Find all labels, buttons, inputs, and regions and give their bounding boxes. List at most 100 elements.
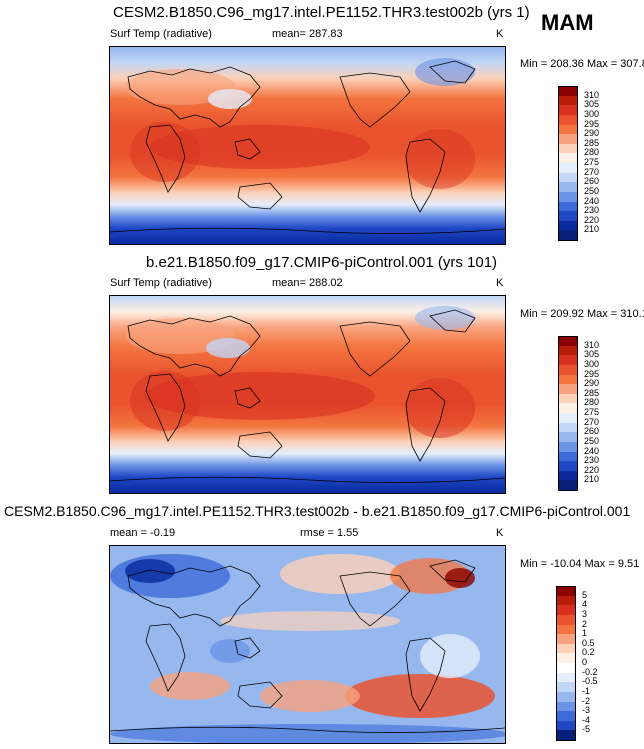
colorbar-swatch [558, 86, 578, 97]
colorbar-tick-label: 250 [584, 185, 600, 196]
colorbar-swatch [558, 143, 578, 154]
colorbar-swatch [558, 182, 578, 193]
colorbar-swatch [558, 172, 578, 183]
colorbar-swatch [558, 384, 578, 395]
colorbar-tick-label: -2 [582, 695, 591, 706]
colorbar-swatch [556, 682, 576, 693]
panel-3-minmax-label: Min = -10.04 Max = 9.51 [520, 558, 640, 570]
colorbar-swatch [556, 672, 576, 683]
colorbar-swatch [558, 163, 578, 174]
colorbar-tick-label: 3 [582, 608, 588, 619]
colorbar-swatch [556, 653, 576, 664]
panel-3-units-label: K [496, 527, 504, 539]
colorbar-tick-label: 260 [584, 176, 600, 187]
colorbar-swatch [558, 470, 578, 481]
colorbar-tick-label: -3 [582, 705, 591, 716]
colorbar-tick-label: -5 [582, 724, 591, 735]
panel-2-units-label: K [496, 277, 504, 289]
colorbar-tick-label: 0.5 [582, 637, 595, 648]
colorbar-tick-label: 260 [584, 426, 600, 437]
colorbar-swatch [558, 230, 578, 241]
panel-1-units-label: K [496, 28, 504, 40]
panel-2-mean-label: mean= 288.02 [272, 277, 343, 289]
colorbar-swatch [558, 124, 578, 135]
panel-3-title: CESM2.B1850.C96_mg17.intel.PE1152.THR3.t… [4, 503, 631, 519]
panel-1-minmax-label: Min = 208.36 Max = 307.85 [520, 58, 644, 70]
colorbar-tick-label: -0.5 [582, 676, 598, 687]
colorbar-tick-label: 2 [582, 618, 588, 629]
colorbar-tick-label: 310 [584, 339, 600, 350]
colorbar-swatch [558, 451, 578, 462]
colorbar-tick-label: 285 [584, 137, 600, 148]
panel-2-colorbar: 310 305 300 295 290 285 280 275 270 260 250 240 230 2… [558, 336, 638, 491]
colorbar-swatch [558, 355, 578, 366]
colorbar-tick-label: 280 [584, 147, 600, 158]
panel-1-map [109, 46, 506, 245]
colorbar-swatch [558, 364, 578, 375]
colorbar-swatch [558, 480, 578, 491]
colorbar-tick-label: 285 [584, 387, 600, 398]
colorbar-tick-label: -4 [582, 714, 591, 725]
colorbar-tick-label: 230 [584, 455, 600, 466]
panel-3-mean-label: mean = -0.19 [110, 527, 176, 539]
colorbar-tick-label: 5 [582, 589, 588, 600]
colorbar-tick-label: 270 [584, 166, 600, 177]
season-label: MAM [541, 10, 594, 35]
colorbar-swatch [558, 403, 578, 414]
colorbar-tick-label: 295 [584, 118, 600, 129]
colorbar-swatch [556, 624, 576, 635]
colorbar-tick-label: 1 [582, 628, 588, 639]
panel-3-heatmap [110, 546, 505, 743]
panel-1-colorbar: 310 305 300 295 290 285 280 275 270 260 250 240 230 2… [558, 86, 638, 241]
colorbar-tick-label: 300 [584, 108, 600, 119]
colorbar-tick-label: 250 [584, 435, 600, 446]
colorbar-tick-label: 290 [584, 378, 600, 389]
colorbar-swatch [558, 441, 578, 452]
colorbar-tick-label: 240 [584, 195, 600, 206]
colorbar-swatch [558, 95, 578, 106]
colorbar-swatch [558, 211, 578, 222]
colorbar-tick-label: 220 [584, 464, 600, 475]
colorbar-swatch [558, 220, 578, 231]
panel-2-map [109, 295, 506, 494]
panel-1-mean-label: mean= 287.83 [272, 28, 343, 40]
colorbar-swatch [558, 422, 578, 433]
colorbar-tick-label: 0 [582, 657, 588, 667]
colorbar-tick-label: 210 [584, 224, 600, 235]
colorbar-swatch [558, 201, 578, 212]
colorbar-swatch [556, 691, 576, 702]
panel-1-heatmap [110, 47, 505, 244]
panel-3-map [109, 545, 506, 744]
colorbar-tick-label: 290 [584, 128, 600, 139]
colorbar-swatch [558, 345, 578, 356]
colorbar-tick-label: 305 [584, 99, 600, 110]
colorbar-swatch [556, 614, 576, 625]
colorbar-tick-label: -0.2 [582, 666, 598, 677]
colorbar-swatch [556, 730, 576, 741]
colorbar-tick-label: 305 [584, 349, 600, 360]
colorbar-swatch [558, 393, 578, 404]
colorbar-swatch [558, 336, 578, 347]
panel-2-minmax-label: Min = 209.92 Max = 310.18 [520, 308, 644, 320]
colorbar-swatch [558, 105, 578, 116]
colorbar-tick-label: 270 [584, 416, 600, 427]
colorbar-tick-label: 210 [584, 474, 600, 485]
colorbar-tick-label: 275 [584, 157, 600, 167]
colorbar-tick-label: 220 [584, 214, 600, 225]
colorbar-swatch [556, 595, 576, 606]
colorbar-swatch [558, 191, 578, 202]
colorbar-tick-label: 300 [584, 358, 600, 369]
colorbar-tick-label: 230 [584, 205, 600, 216]
colorbar-tick-label: 310 [584, 89, 600, 100]
colorbar-swatch [556, 586, 576, 597]
colorbar-tick-label: 4 [582, 599, 588, 610]
colorbar-tick-label: -1 [582, 685, 591, 696]
colorbar-swatch [558, 114, 578, 125]
panel-3-coastlines [110, 559, 505, 733]
colorbar-swatch [556, 711, 576, 722]
panel-1-title: CESM2.B1850.C96_mg17.intel.PE1152.THR3.t… [113, 4, 530, 21]
colorbar-swatch [558, 134, 578, 145]
colorbar-swatch [558, 432, 578, 443]
colorbar-swatch [556, 701, 576, 712]
colorbar-tick-label: 0.2 [582, 647, 595, 658]
